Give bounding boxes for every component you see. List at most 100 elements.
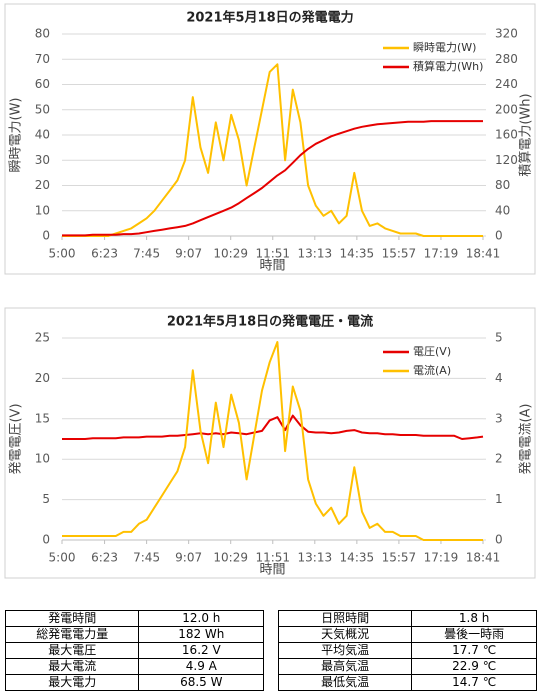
table-label: 天気概況 [277, 626, 413, 643]
y-tick-label: 20 [35, 178, 50, 192]
table-label: 日照時間 [277, 610, 413, 627]
legend-label: 電圧(V) [413, 345, 451, 358]
x-tick-label: 6:23 [91, 247, 118, 261]
y2-tick-label: 120 [495, 153, 518, 167]
table-value: 曇後一時雨 [411, 626, 537, 643]
series-line [62, 63, 483, 237]
spacer [263, 626, 279, 643]
chart-frame [4, 3, 536, 275]
table-value: 16.2 V [138, 642, 265, 659]
y-axis-title: 瞬時電力(W) [9, 98, 24, 173]
spacer [263, 610, 279, 627]
summary-table: 発電時間 12.0 h 日照時間 1.8 h 総発電電力量 182 Wh 天気概況 曇後一時雨… [4, 610, 537, 691]
spacer [263, 674, 279, 691]
x-tick-label: 14:35 [340, 247, 375, 261]
x-tick-label: 10:29 [213, 551, 248, 565]
y2-axis-title: 発電電流(A) [519, 403, 534, 474]
y2-tick-label: 80 [495, 178, 510, 192]
y-tick-label: 10 [35, 203, 50, 217]
y2-tick-label: 0 [495, 229, 503, 243]
y2-tick-label: 280 [495, 52, 518, 66]
legend-label: 積算電力(Wh) [413, 59, 483, 73]
y2-tick-label: 3 [495, 411, 503, 425]
x-tick-label: 18:41 [466, 551, 501, 565]
table-value: 17.7 ℃ [411, 642, 537, 659]
y-tick-label: 10 [35, 452, 50, 466]
table-value: 14.7 ℃ [411, 674, 537, 691]
y-tick-label: 15 [35, 411, 50, 425]
series-line [62, 120, 483, 237]
table-row: 最大電力 68.5 W 最低気温 14.7 ℃ [4, 674, 537, 691]
x-axis-title: 時間 [259, 563, 285, 578]
chart-frame [4, 307, 536, 579]
legend-label: 電流(A) [413, 363, 451, 377]
y-tick-label: 0 [42, 229, 50, 243]
table-row: 総発電電力量 182 Wh 天気概況 曇後一時雨 [4, 626, 537, 643]
y-axis-title: 発電電圧(V) [9, 403, 24, 474]
chart-title: 2021年5月18日の発電電力 [186, 10, 353, 26]
legend-label: 瞬時電力(W) [413, 41, 476, 54]
y2-axis-title: 積算電力(Wh) [519, 93, 534, 176]
table-value: 1.8 h [411, 610, 537, 627]
table-label: 発電時間 [4, 610, 140, 627]
x-tick-label: 6:23 [91, 551, 118, 565]
table-value: 182 Wh [138, 626, 265, 643]
y2-tick-label: 160 [495, 128, 518, 142]
y-tick-label: 60 [35, 77, 50, 91]
table-label: 最低気温 [277, 674, 413, 691]
x-tick-label: 5:00 [49, 247, 76, 261]
y-tick-label: 20 [35, 371, 50, 385]
x-tick-label: 17:19 [424, 551, 459, 565]
table-row: 最大電流 4.9 A 最高気温 22.9 ℃ [4, 658, 537, 675]
spacer [263, 658, 279, 675]
table-label: 総発電電力量 [4, 626, 140, 643]
y2-tick-label: 200 [495, 102, 518, 116]
y2-tick-label: 5 [495, 331, 503, 345]
y2-tick-label: 320 [495, 27, 518, 41]
x-tick-label: 9:07 [175, 551, 202, 565]
y2-tick-label: 1 [495, 492, 503, 506]
table-value: 4.9 A [138, 658, 265, 675]
y2-tick-label: 40 [495, 203, 510, 217]
y2-tick-label: 2 [495, 452, 503, 466]
y-tick-label: 70 [35, 52, 50, 66]
table-value: 68.5 W [138, 674, 265, 691]
x-tick-label: 10:29 [213, 247, 248, 261]
table-value: 12.0 h [138, 610, 265, 627]
table-label: 最大電力 [4, 674, 140, 691]
x-tick-label: 13:13 [298, 247, 333, 261]
series-line [62, 414, 484, 440]
table-row: 発電時間 12.0 h 日照時間 1.8 h [4, 610, 537, 627]
table-label: 平均気温 [277, 642, 413, 659]
x-tick-label: 14:35 [340, 551, 375, 565]
y-tick-label: 30 [35, 153, 50, 167]
x-tick-label: 17:19 [424, 247, 459, 261]
charts: 2021年5月18日の発電電力0102030405060708004080120… [4, 3, 536, 579]
y2-tick-label: 240 [495, 77, 518, 91]
x-tick-label: 15:57 [382, 247, 417, 261]
x-tick-label: 7:45 [133, 247, 160, 261]
x-tick-label: 18:41 [466, 247, 501, 261]
chart-title: 2021年5月18日の発電電圧・電流 [167, 314, 373, 330]
y-tick-label: 25 [35, 331, 50, 345]
series-line [62, 341, 483, 541]
x-tick-label: 7:45 [133, 551, 160, 565]
table-value: 22.9 ℃ [411, 658, 537, 675]
x-tick-label: 11:51 [255, 551, 290, 565]
x-tick-label: 9:07 [175, 247, 202, 261]
x-tick-label: 5:00 [49, 551, 76, 565]
x-axis-title: 時間 [259, 259, 285, 274]
table-label: 最大電流 [4, 658, 140, 675]
spacer [263, 642, 279, 659]
x-tick-label: 13:13 [298, 551, 333, 565]
x-tick-label: 11:51 [255, 247, 290, 261]
x-tick-label: 15:57 [382, 551, 417, 565]
y-tick-label: 50 [35, 102, 50, 116]
y2-tick-label: 0 [495, 533, 503, 547]
table-row: 最大電圧 16.2 V 平均気温 17.7 ℃ [4, 642, 537, 659]
table-label: 最大電圧 [4, 642, 140, 659]
y-tick-label: 80 [35, 27, 50, 41]
table-label: 最高気温 [277, 658, 413, 675]
y-tick-label: 40 [35, 128, 50, 142]
